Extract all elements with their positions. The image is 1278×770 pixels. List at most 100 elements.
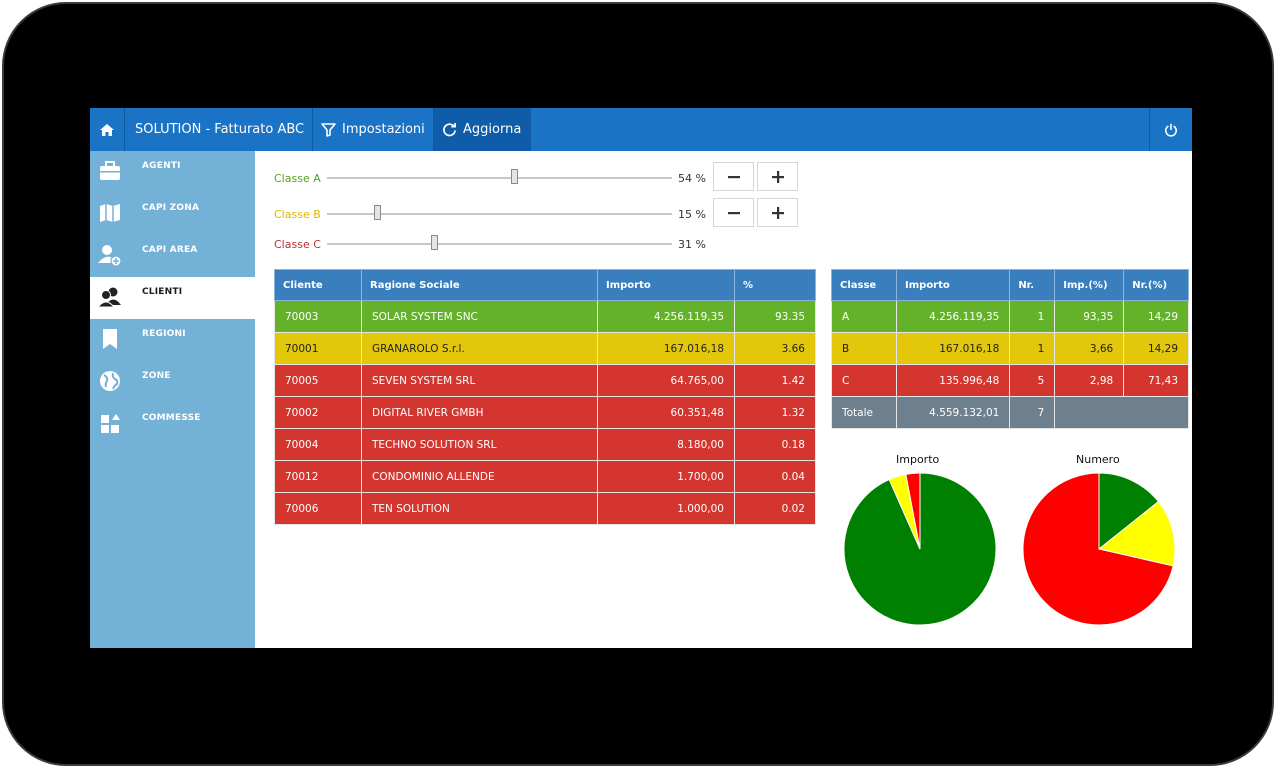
cell-ragione-sociale: SEVEN SYSTEM SRL [361, 364, 598, 397]
table-row[interactable]: B 167.016,18 1 3,66 14,29 [830, 332, 1189, 365]
cell-imp-pct: 2,98 [1054, 364, 1125, 397]
aggiorna-button[interactable]: Aggiorna [434, 108, 531, 151]
slider-classe-a: Classe A 54 % [274, 166, 714, 190]
pie-chart-importo [843, 472, 997, 626]
cell-importo: 64.765,00 [597, 364, 735, 397]
cell-total-nr: 7 [1009, 396, 1056, 429]
table-row[interactable]: 70005 SEVEN SYSTEM SRL 64.765,00 1.42 [274, 364, 816, 397]
table-header-row: Classe Importo Nr. Imp.(%) Nr.(%) [830, 269, 1189, 301]
cell-classe: B [830, 332, 898, 365]
cell-importo: 167.016,18 [597, 332, 735, 365]
classe-a-increase-button[interactable] [757, 162, 798, 191]
cell-nr-pct: 71,43 [1123, 364, 1189, 397]
sidebar-item-agenti[interactable]: AGENTI [90, 151, 255, 193]
home-button[interactable] [90, 108, 124, 151]
sidebar-item-capi-area[interactable]: CAPI AREA [90, 235, 255, 277]
sidebar-item-label: COMMESSE [142, 413, 201, 423]
pie-slice-b [1097, 500, 1176, 567]
filter-icon [321, 122, 336, 137]
grid-icon [98, 411, 122, 435]
cell-importo: 135.996,48 [896, 364, 1011, 397]
plus-icon [771, 206, 784, 219]
column-header[interactable]: Importo [896, 269, 1011, 301]
plus-icon [771, 170, 784, 183]
sidebar-item-label: CAPI AREA [142, 245, 198, 255]
column-header[interactable]: Cliente [274, 269, 362, 301]
pie-chart-numero [1022, 472, 1176, 626]
column-header[interactable]: Importo [597, 269, 735, 301]
cell-total-empty [1054, 396, 1189, 429]
map-icon [98, 201, 122, 225]
table-row[interactable]: 70012 CONDOMINIO ALLENDE 1.700,00 0.04 [274, 460, 816, 493]
minus-icon [727, 211, 740, 214]
cell-percent: 3.66 [734, 332, 816, 365]
sidebar-item-commesse[interactable]: COMMESSE [90, 403, 255, 445]
power-icon [1164, 123, 1178, 137]
users-icon [98, 285, 122, 309]
pie-slice-c [1022, 472, 1174, 626]
impostazioni-button[interactable]: Impostazioni [313, 108, 433, 151]
cell-cliente: 70006 [274, 492, 362, 525]
cell-nr: 5 [1009, 364, 1056, 397]
slider-track[interactable] [327, 213, 672, 215]
sidebar-item-label: CAPI ZONA [142, 203, 200, 213]
clients-table: Cliente Ragione Sociale Importo % 70003 … [274, 269, 816, 525]
slider-value: 54 % [678, 172, 706, 185]
column-header[interactable]: Ragione Sociale [361, 269, 598, 301]
slider-track[interactable] [327, 177, 672, 179]
cell-importo: 1.700,00 [597, 460, 735, 493]
slider-thumb[interactable] [374, 205, 381, 220]
cell-percent: 1.32 [734, 396, 816, 429]
classe-a-decrease-button[interactable] [713, 162, 754, 191]
table-row[interactable]: 70003 SOLAR SYSTEM SNC 4.256.119,35 93.3… [274, 300, 816, 333]
slider-classe-b: Classe B 15 % [274, 202, 714, 226]
add-user-icon [98, 243, 122, 267]
top-bar: SOLUTION - Fatturato ABC Impostazioni Ag… [90, 108, 1192, 151]
cell-ragione-sociale: SOLAR SYSTEM SNC [361, 300, 598, 333]
classe-b-decrease-button[interactable] [713, 198, 754, 227]
column-header[interactable]: Nr.(%) [1123, 269, 1189, 301]
cell-cliente: 70004 [274, 428, 362, 461]
slider-thumb[interactable] [511, 169, 518, 184]
cell-nr-pct: 14,29 [1123, 332, 1189, 365]
sidebar-item-regioni[interactable]: REGIONI [90, 319, 255, 361]
summary-table: Classe Importo Nr. Imp.(%) Nr.(%) A 4.25… [830, 269, 1189, 429]
cell-nr-pct: 14,29 [1123, 300, 1189, 333]
column-header[interactable]: Nr. [1009, 269, 1056, 301]
cell-imp-pct: 93,35 [1054, 300, 1125, 333]
sidebar-item-zone[interactable]: ZONE [90, 361, 255, 403]
impostazioni-label: Impostazioni [342, 122, 425, 137]
cell-cliente: 70002 [274, 396, 362, 429]
slider-thumb[interactable] [431, 235, 438, 250]
cell-percent: 1.42 [734, 364, 816, 397]
classe-b-increase-button[interactable] [757, 198, 798, 227]
table-row[interactable]: 70001 GRANAROLO S.r.l. 167.016,18 3.66 [274, 332, 816, 365]
cell-percent: 0.18 [734, 428, 816, 461]
table-row[interactable]: 70002 DIGITAL RIVER GMBH 60.351,48 1.32 [274, 396, 816, 429]
column-header[interactable]: % [734, 269, 816, 301]
aggiorna-label: Aggiorna [463, 122, 522, 137]
cell-cliente: 70012 [274, 460, 362, 493]
table-row[interactable]: A 4.256.119,35 1 93,35 14,29 [830, 300, 1189, 333]
table-header-row: Cliente Ragione Sociale Importo % [274, 269, 816, 301]
sidebar: AGENTI CAPI ZONA CAPI AREA CLIENTI REGIO… [90, 151, 255, 648]
cell-cliente: 70005 [274, 364, 362, 397]
table-row[interactable]: 70004 TECHNO SOLUTION SRL 8.180,00 0.18 [274, 428, 816, 461]
sidebar-item-clienti[interactable]: CLIENTI [90, 277, 255, 319]
power-button[interactable] [1149, 108, 1192, 151]
cell-importo: 167.016,18 [896, 332, 1011, 365]
sidebar-item-capi-zona[interactable]: CAPI ZONA [90, 193, 255, 235]
column-header[interactable]: Classe [830, 269, 898, 301]
slider-track[interactable] [327, 243, 672, 245]
slider-label: Classe A [274, 172, 321, 185]
column-header[interactable]: Imp.(%) [1054, 269, 1125, 301]
app-title: SOLUTION - Fatturato ABC [135, 122, 305, 137]
table-row[interactable]: C 135.996,48 5 2,98 71,43 [830, 364, 1189, 397]
table-row[interactable]: 70006 TEN SOLUTION 1.000,00 0.02 [274, 492, 816, 525]
pie-slice-a [1098, 472, 1160, 551]
cell-percent: 93.35 [734, 300, 816, 333]
total-row: Totale 4.559.132,01 7 [830, 396, 1189, 429]
sidebar-item-label: REGIONI [142, 329, 186, 339]
cell-cliente: 70001 [274, 332, 362, 365]
sidebar-item-label: ZONE [142, 371, 171, 381]
